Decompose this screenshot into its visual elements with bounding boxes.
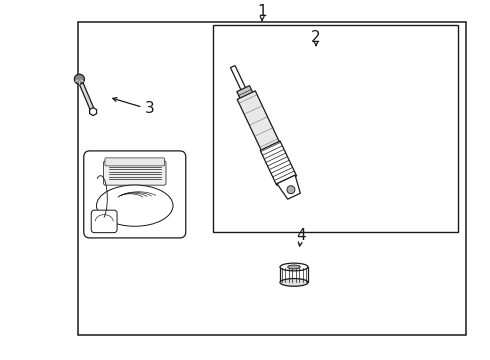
Polygon shape bbox=[237, 91, 280, 151]
Bar bbox=[78, 22, 466, 335]
FancyBboxPatch shape bbox=[84, 151, 186, 238]
Text: 4: 4 bbox=[296, 228, 306, 243]
Polygon shape bbox=[260, 141, 296, 185]
Text: 3: 3 bbox=[145, 100, 154, 116]
Text: 2: 2 bbox=[311, 30, 321, 45]
Circle shape bbox=[74, 74, 84, 84]
Polygon shape bbox=[77, 78, 95, 112]
Polygon shape bbox=[277, 175, 300, 199]
Ellipse shape bbox=[280, 263, 308, 271]
Ellipse shape bbox=[280, 279, 308, 286]
Polygon shape bbox=[280, 267, 308, 282]
Polygon shape bbox=[230, 66, 246, 91]
FancyBboxPatch shape bbox=[103, 161, 166, 185]
Ellipse shape bbox=[288, 265, 300, 269]
FancyBboxPatch shape bbox=[91, 210, 117, 233]
Bar bbox=[213, 25, 458, 232]
Ellipse shape bbox=[97, 185, 173, 226]
Ellipse shape bbox=[287, 186, 295, 194]
FancyBboxPatch shape bbox=[105, 158, 165, 166]
Polygon shape bbox=[237, 86, 253, 99]
Text: 1: 1 bbox=[257, 4, 267, 19]
